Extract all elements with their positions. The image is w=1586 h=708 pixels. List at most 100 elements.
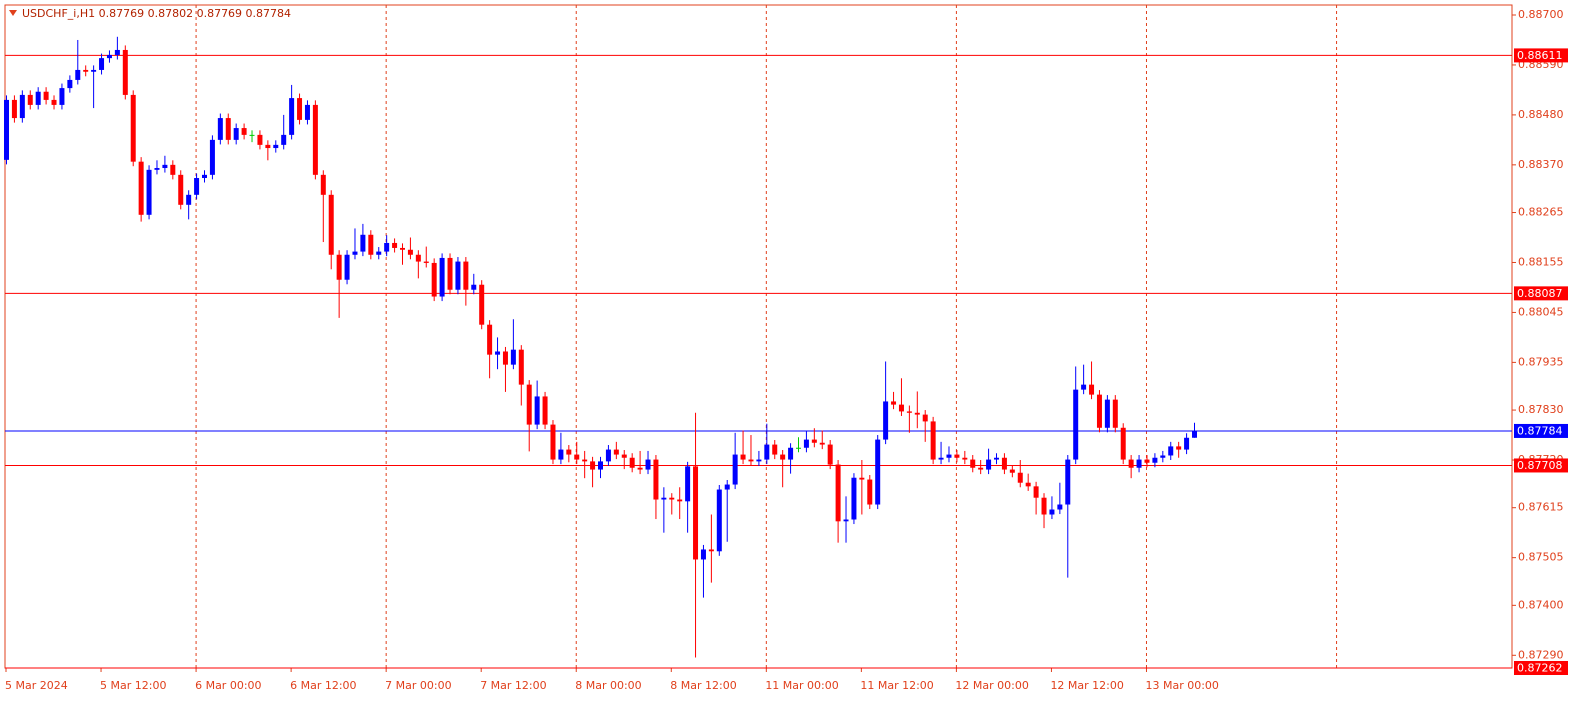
candle-body <box>930 421 936 460</box>
chart-title: USDCHF_i,H1 0.87769 0.87802 0.87769 0.87… <box>22 7 291 20</box>
candle-body <box>273 144 279 149</box>
level-label: 0.87784 <box>1517 424 1563 437</box>
y-tick-label: 0.87935 <box>1518 355 1564 368</box>
candle-body <box>510 349 516 365</box>
candle-body <box>566 449 572 455</box>
y-tick-label: 0.87615 <box>1518 501 1564 514</box>
level-label: 0.88611 <box>1517 49 1563 62</box>
candle-body <box>1081 384 1087 390</box>
candle-body <box>368 234 374 255</box>
candle-body <box>487 324 493 355</box>
candle-body <box>170 164 176 175</box>
candle-body <box>803 439 809 448</box>
y-tick-label: 0.88370 <box>1518 158 1564 171</box>
level-label: 0.87262 <box>1517 662 1563 675</box>
candle-body <box>788 447 794 460</box>
candle-body <box>1025 482 1031 487</box>
x-tick-label: 8 Mar 12:00 <box>670 679 736 692</box>
candle-body <box>851 477 857 520</box>
candle-body <box>661 497 667 500</box>
candle-body <box>1152 457 1158 463</box>
level-label-box <box>1514 286 1568 301</box>
candle-body <box>344 254 350 280</box>
candle-body <box>859 477 865 480</box>
candle-body <box>463 261 469 290</box>
candle-body <box>598 461 603 470</box>
x-tick-label: 5 Mar 12:00 <box>100 679 166 692</box>
x-tick-label: 12 Mar 12:00 <box>1050 679 1123 692</box>
candle-body <box>162 164 168 169</box>
candle-body <box>1009 469 1015 473</box>
candle-body <box>392 242 398 248</box>
candle-body <box>312 104 318 175</box>
candle-body <box>186 194 192 205</box>
candle-body <box>796 447 801 449</box>
candle-body <box>724 484 730 490</box>
candle-body <box>645 459 651 470</box>
candle-body <box>51 99 57 105</box>
y-tick-label: 0.87505 <box>1518 551 1564 564</box>
candle-body <box>67 79 73 89</box>
candle-body <box>471 284 477 290</box>
candle-body <box>217 118 223 140</box>
candle-body <box>1049 509 1055 515</box>
candle-body <box>542 396 548 425</box>
candle-body <box>819 442 825 445</box>
candle-body <box>756 459 762 462</box>
candle-body <box>1168 446 1174 456</box>
candle-body <box>708 549 714 552</box>
candle-body <box>827 444 833 465</box>
candle-body <box>1057 504 1063 510</box>
candle-body <box>1192 430 1197 438</box>
candle-body <box>502 351 508 365</box>
candle-body <box>27 94 33 105</box>
y-tick-label: 0.88265 <box>1518 206 1564 219</box>
candle-body <box>621 454 627 458</box>
candle-body <box>1065 459 1071 505</box>
candle-body <box>740 454 746 460</box>
candle-body <box>898 404 904 412</box>
candle-body <box>1104 399 1110 428</box>
candle-body <box>130 94 136 162</box>
y-tick-label: 0.88155 <box>1518 255 1564 268</box>
candle-body <box>495 351 501 355</box>
candle-body <box>281 134 287 145</box>
candle-body <box>1184 437 1190 450</box>
candle-body <box>1089 384 1095 395</box>
level-label-box <box>1514 423 1568 438</box>
candle-body <box>43 91 49 100</box>
candle-body <box>526 384 532 425</box>
y-tick-label: 0.87830 <box>1518 403 1564 416</box>
candle-body <box>629 457 635 468</box>
candle-body <box>479 284 485 325</box>
y-tick-label: 0.87400 <box>1518 598 1564 611</box>
candle-body <box>439 257 445 297</box>
candle-body <box>106 54 112 59</box>
candle-body <box>938 457 944 460</box>
candle-body <box>764 444 770 460</box>
candle-body <box>225 118 231 140</box>
candle-body <box>1136 459 1142 468</box>
candle-body <box>400 247 405 250</box>
candle-body <box>772 444 778 455</box>
candle-body <box>653 459 659 500</box>
candle-body <box>914 412 920 415</box>
y-tick-label: 0.88700 <box>1518 8 1564 21</box>
candle-body <box>352 251 358 255</box>
candle-body <box>962 457 968 460</box>
candle-body <box>122 49 128 95</box>
candle-body <box>994 457 999 460</box>
candle-body <box>605 449 611 462</box>
candle-body <box>209 139 215 175</box>
candle-body <box>811 439 817 443</box>
candle-body <box>1160 455 1166 458</box>
candle-body <box>59 88 65 105</box>
candle-body <box>138 161 144 215</box>
candle-body <box>384 242 390 252</box>
x-tick-label: 11 Mar 12:00 <box>860 679 933 692</box>
candle-body <box>534 396 540 425</box>
candle-body <box>360 234 366 252</box>
candle-body <box>4 99 9 160</box>
candle-body <box>265 144 271 149</box>
candle-body <box>154 168 160 170</box>
